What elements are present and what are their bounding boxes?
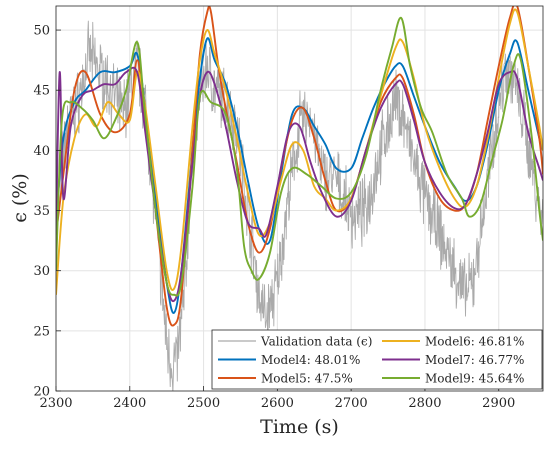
x-tick-label: 2800 [408,396,441,411]
series-line-3 [56,8,543,295]
x-tick-label: 2900 [482,396,515,411]
x-axis-label: Time (s) [260,416,339,438]
legend-label: Model9: 45.64% [425,371,524,385]
y-tick-label: 20 [33,385,50,400]
x-tick-label: 2500 [187,396,220,411]
y-tick-label: 30 [33,264,50,279]
y-tick-label: 40 [33,144,50,159]
legend-label: Model4: 48.01% [261,353,360,367]
legend-label: Model5: 47.5% [261,371,353,385]
legend-label: Validation data (ϵ) [260,334,372,348]
y-tick-label: 45 [33,84,50,99]
series-line-5 [56,17,543,297]
x-tick-label: 2600 [261,396,294,411]
legend-label: Model6: 46.81% [425,334,524,348]
y-tick-label: 35 [33,204,50,219]
y-axis-label: ϵ (%) [9,173,31,223]
x-tick-label: 2400 [113,396,146,411]
legend-box [211,329,543,390]
x-tick-label: 2700 [335,396,368,411]
series-lines [56,6,543,391]
y-tick-label: 50 [33,24,50,39]
axis-ticks: 2300 2400 2500 2600 2700 2800 2900 20 25 30 35 40 45… [33,24,515,411]
x-tick-label: 2300 [39,396,72,411]
legend: Validation data (ϵ) Model4: 48.01% Model5:… [211,329,543,390]
plot-border [55,5,544,392]
legend-label: Model7: 46.77% [425,353,524,367]
y-tick-label: 25 [33,324,50,339]
